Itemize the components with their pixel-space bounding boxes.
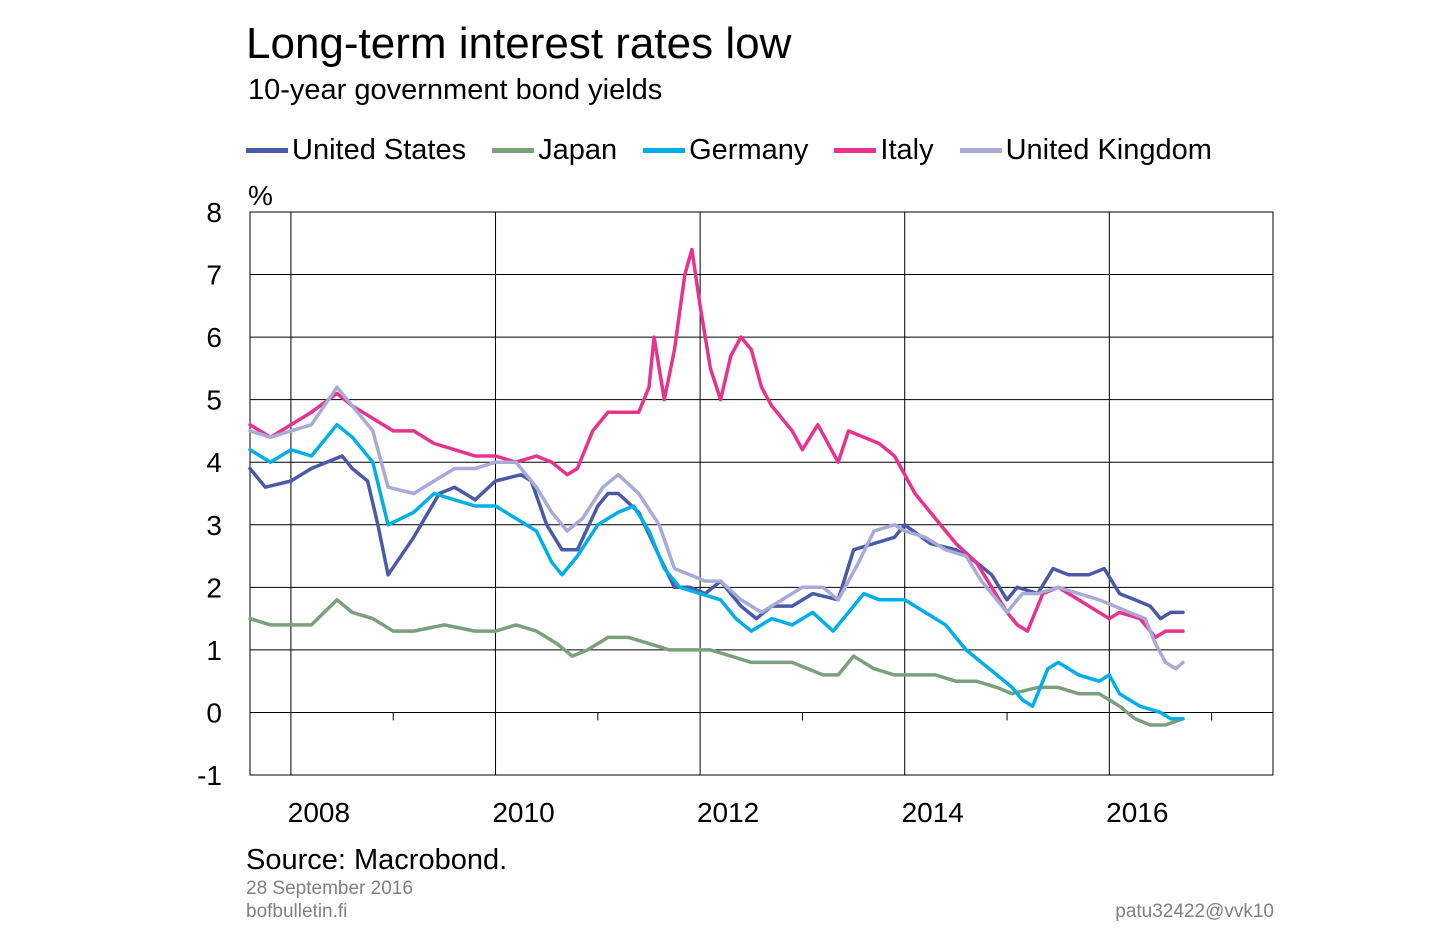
legend-item-united-kingdom: United Kingdom <box>959 133 1212 167</box>
plot-area <box>249 211 1274 776</box>
y-tick-label: 0 <box>206 697 222 728</box>
legend-swatch-germany <box>643 147 686 153</box>
series-line-united-states <box>248 454 1185 621</box>
y-tick-label: 2 <box>206 572 222 603</box>
chart-subtitle: 10-year government bond yields <box>248 74 663 106</box>
series-line-italy <box>248 247 1185 640</box>
legend-swatch-japan <box>492 147 535 153</box>
series-line-germany <box>248 422 1185 721</box>
legend-swatch-italy <box>834 147 877 153</box>
y-tick-label: 5 <box>206 385 222 416</box>
x-tick-label: 2012 <box>697 797 759 828</box>
series-line-japan <box>248 598 1185 727</box>
legend-swatch-united-states <box>246 147 288 153</box>
legend-label-germany: Germany <box>689 133 809 166</box>
y-tick-label: 1 <box>206 635 222 666</box>
series-line-united-kingdom <box>248 385 1185 671</box>
legend-label-united-states: United States <box>292 133 467 166</box>
y-axis-unit-label: % <box>248 180 273 211</box>
x-tick-label: 2016 <box>1106 797 1168 828</box>
legend-item-japan: Japan <box>492 134 617 167</box>
legend-item-italy: Italy <box>834 133 934 167</box>
legend-item-germany: Germany <box>643 134 808 167</box>
publication-date: 28 September 2016 <box>246 878 413 899</box>
source-note: Source: Macrobond. <box>246 844 508 876</box>
chart-code: patu32422@vvk10 <box>1115 901 1274 922</box>
site-name: bofbulletin.fi <box>246 901 348 922</box>
legend-label-japan: Japan <box>538 133 618 166</box>
x-tick-label: 2008 <box>288 797 350 828</box>
legend-swatch-united-kingdom <box>959 147 1002 153</box>
x-tick-label: 2010 <box>492 797 554 828</box>
y-tick-label: 8 <box>206 197 222 228</box>
legend-label-united-kingdom: United Kingdom <box>1005 133 1212 166</box>
y-tick-label: 6 <box>206 322 222 353</box>
y-tick-label: 4 <box>206 447 222 478</box>
y-tick-label: -1 <box>197 760 222 791</box>
legend-item-united-states: United States <box>246 134 466 167</box>
x-tick-label: 2014 <box>902 797 964 828</box>
legend-label-italy: Italy <box>880 133 934 166</box>
y-tick-label: 7 <box>206 260 222 291</box>
chart-legend: United States Japan Germany Italy United… <box>246 130 1238 170</box>
chart-title: Long-term interest rates low <box>246 19 792 68</box>
y-tick-label: 3 <box>206 510 222 541</box>
